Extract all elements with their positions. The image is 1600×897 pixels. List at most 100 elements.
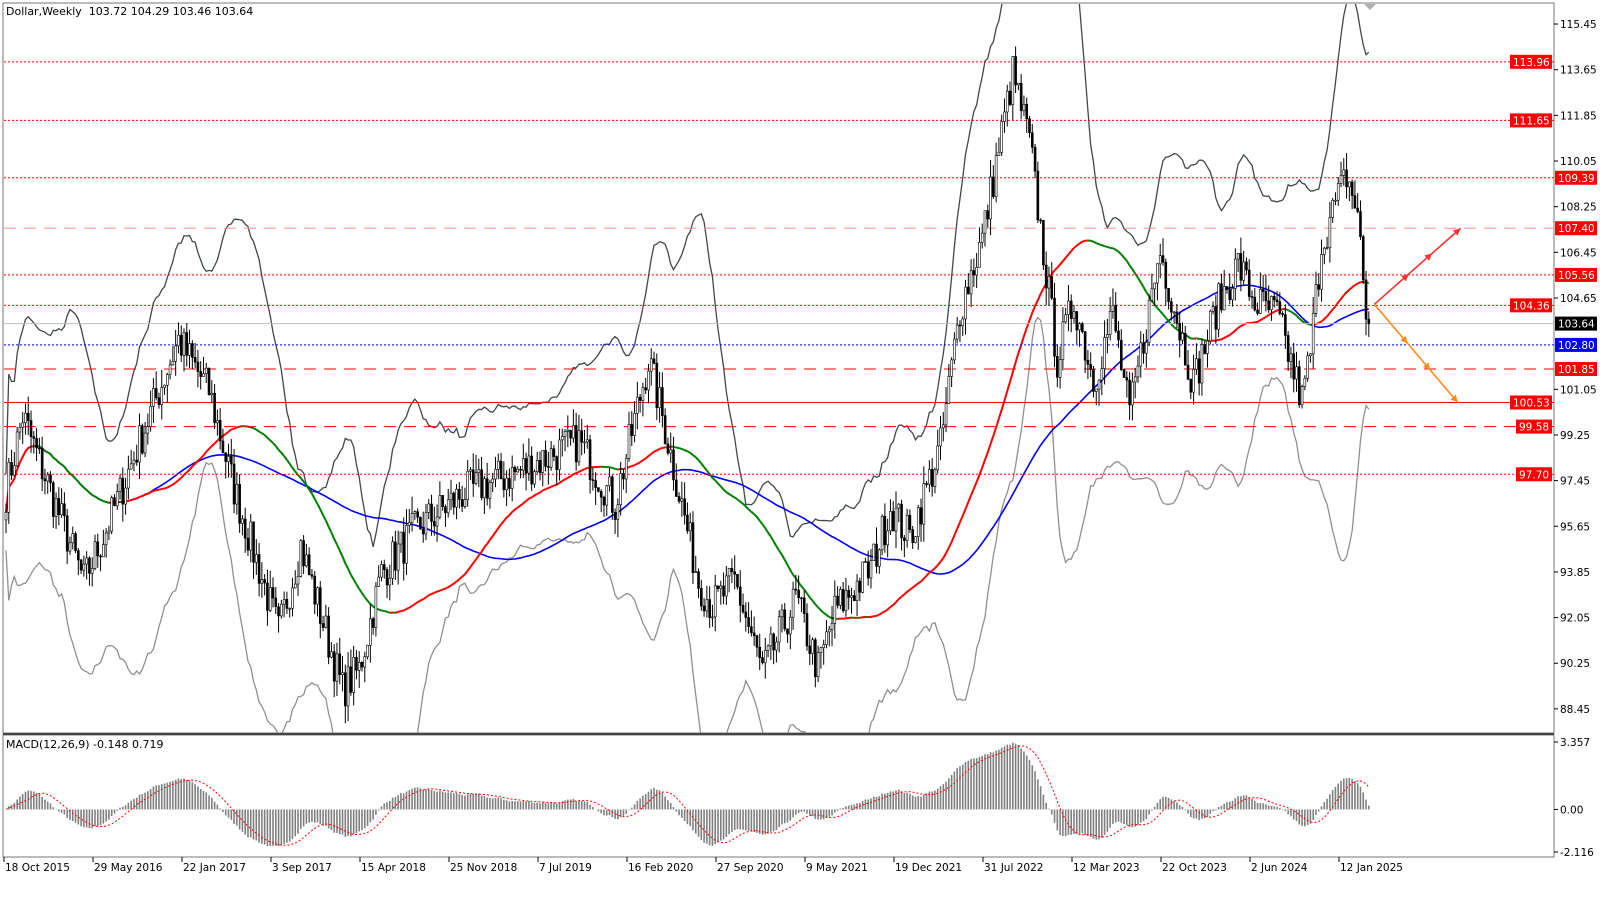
ma-segment: [83, 486, 88, 491]
ma-segment: [756, 516, 761, 522]
macd-histogram-bar: [466, 794, 469, 810]
date-tick-label: 16 Feb 2020: [628, 862, 693, 874]
macd-histogram-bar: [822, 809, 825, 820]
candle-body: [483, 478, 486, 499]
candle-body: [750, 626, 753, 634]
candle-body: [533, 471, 536, 485]
macd-histogram-bar: [1123, 809, 1125, 825]
ma-segment: [697, 459, 703, 465]
macd-histogram-bar: [1226, 802, 1228, 810]
macd-histogram-bar: [856, 803, 858, 810]
candle-body: [1323, 247, 1326, 255]
macd-histogram-bar: [208, 795, 210, 810]
macd-histogram-bar: [277, 809, 280, 847]
candle-body: [583, 441, 586, 444]
macd-histogram-bar: [347, 809, 349, 836]
candle-body: [708, 599, 711, 618]
candle-body: [118, 477, 122, 492]
macd-histogram-bar: [49, 803, 52, 810]
candle-body: [104, 532, 108, 545]
candle-body: [1197, 358, 1201, 384]
macd-histogram-bar: [739, 809, 742, 830]
ma-segment: [986, 443, 992, 453]
candle-body: [1111, 304, 1115, 312]
ma-segment: [547, 485, 552, 489]
candle-body: [402, 531, 406, 564]
macd-histogram-bar: [569, 799, 572, 810]
ma-segment: [478, 551, 483, 556]
candle-body: [791, 588, 795, 618]
macd-histogram-bar: [1120, 809, 1123, 823]
candle-body: [332, 651, 336, 682]
candle-body: [786, 628, 789, 635]
candle-body: [633, 413, 636, 436]
candle-body: [508, 477, 511, 489]
macd-histogram-bar: [135, 797, 138, 810]
candle-body: [1030, 132, 1034, 148]
candle-body: [1094, 388, 1098, 392]
macd-histogram-bar: [897, 789, 900, 810]
ma-segment: [144, 492, 149, 496]
price-tick-label: 95.65: [1560, 521, 1590, 533]
macd-histogram-bar: [160, 784, 163, 810]
ma-segment: [711, 477, 716, 482]
macd-histogram-bar: [578, 800, 580, 810]
candle-body: [769, 633, 773, 647]
ma-segment: [939, 557, 945, 563]
candle-body: [661, 387, 664, 416]
macd-histogram-bar: [377, 809, 380, 811]
ma-segment: [1090, 239, 1094, 243]
candle-body: [683, 498, 686, 516]
macd-histogram-bar: [416, 787, 419, 810]
ma-segment: [49, 453, 55, 459]
candle-body: [1133, 376, 1137, 383]
macd-histogram-bar: [895, 790, 897, 810]
ma-segment: [714, 479, 719, 485]
ma-segment: [806, 592, 811, 599]
ma-segment: [44, 449, 49, 454]
candle-body: [1156, 263, 1159, 284]
ma-segment: [1331, 305, 1337, 311]
candle-body: [1014, 56, 1017, 86]
macd-histogram-bar: [1348, 778, 1351, 810]
candle-body: [441, 495, 444, 507]
ma-segment: [881, 610, 886, 614]
ma-segment: [258, 430, 263, 435]
candle-body: [1000, 121, 1003, 153]
candle-body: [388, 577, 392, 586]
macd-histogram-bar: [199, 789, 202, 810]
ma-segment: [528, 496, 533, 500]
macd-histogram-bar: [63, 809, 66, 815]
macd-histogram-bar: [725, 809, 728, 837]
ma-segment: [395, 611, 399, 614]
candle-body: [257, 554, 261, 584]
macd-histogram-bar: [847, 805, 850, 810]
ma-segment: [480, 546, 486, 553]
candle-body: [1317, 284, 1321, 290]
macd-histogram-bar: [497, 797, 500, 810]
ma-segment: [455, 578, 461, 583]
ma-segment: [823, 612, 828, 616]
candle-body: [471, 469, 475, 484]
ma-segment: [903, 591, 908, 596]
level-price-tag: [1510, 395, 1552, 410]
candle-body: [24, 412, 27, 424]
candle-body: [1108, 311, 1112, 335]
ma-segment: [1014, 352, 1020, 363]
candle-body: [755, 635, 759, 648]
candle-body: [1072, 311, 1076, 319]
candle-body: [146, 426, 150, 434]
date-tick-label: 9 May 2021: [806, 862, 868, 874]
macd-histogram-bar: [1042, 794, 1045, 810]
macd-histogram-bar: [1017, 744, 1020, 810]
candle-body: [730, 568, 734, 573]
candle-body: [10, 461, 13, 476]
candle-body: [35, 438, 38, 449]
macd-histogram-bar: [842, 808, 844, 810]
macd-histogram-bar: [122, 806, 124, 810]
macd-histogram-bar: [925, 793, 928, 810]
ma-segment: [758, 520, 764, 525]
candle-body: [1017, 82, 1020, 86]
macd-histogram-bar: [227, 809, 230, 818]
